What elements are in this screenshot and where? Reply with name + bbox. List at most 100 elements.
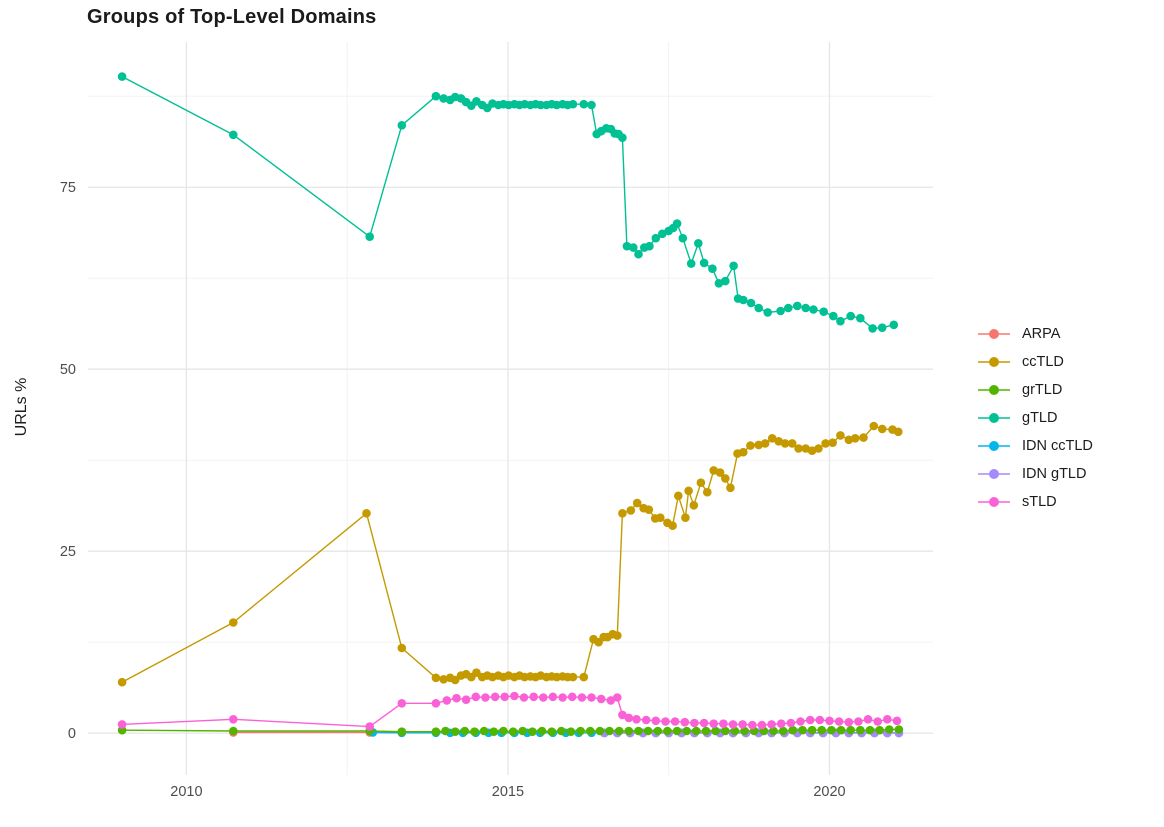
data-point (726, 483, 735, 493)
data-point (869, 421, 879, 431)
data-point (805, 715, 815, 725)
y-tick-label: 25 (60, 544, 76, 560)
legend-label: gTLD (1022, 410, 1058, 426)
data-point (746, 298, 756, 308)
legend-key-dot (989, 469, 999, 479)
data-point (885, 725, 894, 734)
data-point (587, 100, 596, 110)
data-point (794, 444, 803, 453)
data-point (622, 241, 632, 251)
legend-item-sTLD: sTLD (977, 488, 1093, 516)
data-point (892, 716, 902, 726)
data-point (117, 72, 127, 81)
data-point (644, 505, 654, 514)
series-line-ccTLD (121, 425, 899, 683)
data-point (618, 133, 627, 142)
data-point (836, 431, 845, 440)
data-point (632, 715, 641, 724)
data-point (579, 99, 589, 109)
data-point (815, 715, 825, 725)
data-point (721, 726, 730, 736)
data-point (499, 726, 508, 736)
legend-key-dot (989, 413, 999, 423)
data-point (776, 306, 785, 316)
data-point (836, 316, 845, 326)
legend-item-IDN-ccTLD: IDN ccTLD (977, 432, 1093, 460)
data-point (479, 726, 489, 736)
data-point (776, 719, 786, 728)
data-point (397, 121, 407, 130)
data-point (442, 696, 452, 705)
data-point (439, 675, 448, 684)
data-point (738, 720, 747, 729)
data-point (658, 229, 667, 239)
data-point (481, 693, 490, 702)
data-point (678, 233, 688, 243)
data-point (686, 259, 696, 268)
data-point (529, 692, 538, 702)
data-point (634, 726, 643, 736)
data-point (730, 726, 740, 736)
data-point (868, 324, 877, 333)
data-point (877, 323, 887, 333)
data-point (672, 726, 682, 736)
legend-key-icon (978, 469, 1010, 479)
x-tick-label: 2020 (813, 784, 845, 800)
legend-item-grTLD: grTLD (977, 376, 1093, 404)
legend-label: sTLD (1022, 494, 1057, 510)
data-point (856, 725, 865, 735)
legend-item-gTLD: gTLD (977, 404, 1093, 432)
data-point (613, 631, 622, 640)
data-point (836, 725, 846, 735)
data-point (784, 303, 793, 313)
data-point (229, 130, 238, 140)
data-point (651, 233, 661, 243)
data-point (692, 726, 701, 736)
data-point (558, 693, 567, 702)
data-point (696, 478, 706, 488)
legend-label: IDN ccTLD (1022, 438, 1093, 454)
data-point (441, 726, 450, 736)
data-point (894, 427, 903, 437)
legend-item-ARPA: ARPA (977, 320, 1093, 348)
data-point (557, 726, 566, 736)
legend: ARPA ccTLD grTLD gTLD IDN ccTLD IDN gTLD sTLD (977, 320, 1093, 516)
legend-key-icon (978, 329, 1010, 339)
data-point (748, 720, 757, 730)
data-point (528, 727, 537, 736)
data-point (694, 239, 703, 248)
data-point (431, 673, 441, 683)
data-point (865, 725, 875, 735)
data-point (796, 717, 805, 726)
data-point (672, 219, 682, 228)
data-point (834, 717, 844, 726)
data-point (763, 308, 772, 317)
data-point (780, 439, 790, 448)
y-tick-label: 0 (68, 726, 76, 742)
data-point (856, 313, 865, 323)
data-point (711, 726, 720, 736)
data-point (365, 722, 375, 731)
data-point (819, 307, 828, 317)
data-point (828, 438, 837, 448)
data-point (537, 726, 547, 736)
data-point (699, 718, 709, 728)
data-point (567, 692, 577, 702)
data-point (653, 726, 663, 736)
data-point (875, 725, 884, 735)
data-point (699, 258, 709, 268)
data-point (827, 725, 836, 735)
data-point (859, 433, 868, 442)
data-point (740, 726, 749, 736)
data-point (817, 725, 826, 735)
data-point (566, 727, 576, 736)
legend-label: IDN gTLD (1022, 466, 1087, 482)
data-point (117, 677, 127, 687)
data-point (739, 447, 748, 457)
legend-label: grTLD (1022, 382, 1063, 398)
data-point (709, 719, 718, 728)
data-point (757, 720, 767, 730)
data-point (729, 261, 738, 271)
